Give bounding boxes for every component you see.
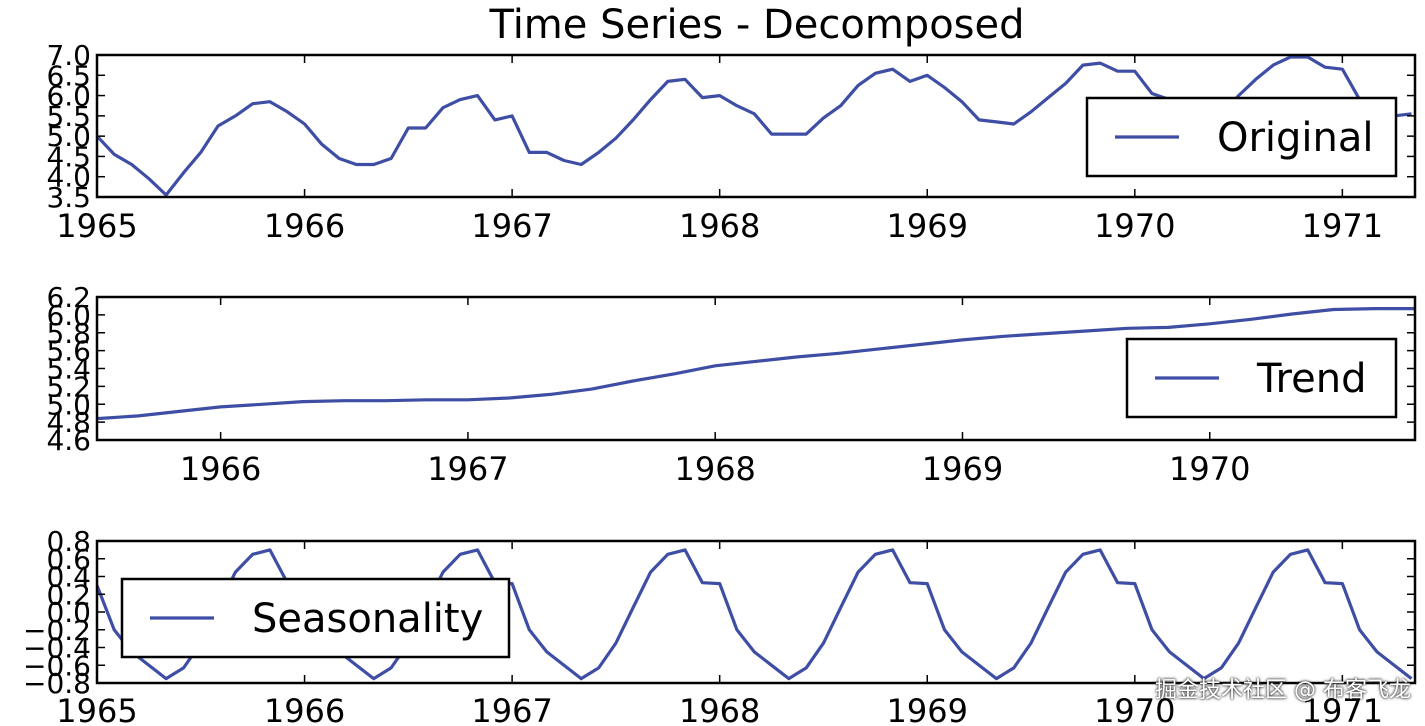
x-tick-label: 1970 xyxy=(1094,692,1175,726)
legend-label: Seasonality xyxy=(252,596,483,642)
x-tick-label: 1971 xyxy=(1302,692,1383,726)
y-tick-label: 5.0 xyxy=(46,120,91,153)
x-tick-label: 1967 xyxy=(427,450,508,488)
y-tick-label: 5.8 xyxy=(46,317,91,350)
y-tick-label: 5.6 xyxy=(46,335,91,368)
y-tick-label: −0.4 xyxy=(23,632,91,665)
y-tick-label: 6.5 xyxy=(46,59,91,92)
y-tick-label: 7.0 xyxy=(46,39,91,72)
y-tick-label: −0.6 xyxy=(23,649,91,682)
x-tick-label: 1967 xyxy=(471,692,552,726)
y-tick-label: 6.0 xyxy=(46,80,91,113)
x-tick-label: 1965 xyxy=(56,207,137,245)
x-tick-label: 1969 xyxy=(887,207,968,245)
plot-frame xyxy=(95,295,1417,442)
y-tick-label: 5.2 xyxy=(46,370,91,403)
y-tick-label: 5.4 xyxy=(46,353,91,386)
y-tick-label: 4.0 xyxy=(46,161,91,194)
x-tick-label: 1967 xyxy=(471,207,552,245)
x-tick-label: 1965 xyxy=(56,692,137,726)
x-tick-label: 1970 xyxy=(1169,450,1250,488)
x-tick-label: 1968 xyxy=(674,450,755,488)
x-tick-label: 1966 xyxy=(264,207,345,245)
subplot-1: 1965 1966 1967 1968 1969 1970 1971 3.54.04.55.0… xyxy=(46,39,1417,245)
x-tick-label: 1966 xyxy=(264,692,345,726)
legend-label: Original xyxy=(1217,115,1374,161)
series-line-trend xyxy=(97,307,1415,421)
y-tick-label: 0.8 xyxy=(46,525,91,558)
legend-label: Trend xyxy=(1256,356,1366,402)
subplot-3: 1965 1966 1967 1968 1969 1970 1971 −0.8−0.6−0.4… xyxy=(23,525,1417,726)
subplot-2: 1966 1967 1968 1969 1970 4.64.85.05.25.45.65.… xyxy=(46,281,1417,488)
y-tick-label: 4.8 xyxy=(46,406,91,439)
y-tick-label: 0.2 xyxy=(46,578,91,611)
y-tick-label: 4.6 xyxy=(46,424,91,457)
x-tick-label: 1971 xyxy=(1302,207,1383,245)
y-tick-label: −0.8 xyxy=(23,667,91,700)
x-tick-label: 1968 xyxy=(679,207,760,245)
legend: Trend xyxy=(1125,337,1398,419)
watermark: 掘金技术社区 @ 布客飞龙 xyxy=(1155,678,1411,703)
y-tick-label: 0.6 xyxy=(46,543,91,576)
x-tick-label: 1969 xyxy=(922,450,1003,488)
x-tick-label: 1966 xyxy=(180,450,261,488)
y-tick-label: 0.4 xyxy=(46,561,91,594)
y-tick-label: 5.0 xyxy=(46,388,91,421)
y-tick-label: 6.0 xyxy=(46,299,91,332)
figure-title: Time Series - Decomposed xyxy=(488,2,1024,48)
y-tick-label: 3.5 xyxy=(46,181,91,214)
y-tick-label: 0.0 xyxy=(46,596,91,629)
y-tick-label: 6.2 xyxy=(46,281,91,314)
x-tick-label: 1970 xyxy=(1094,207,1175,245)
x-tick-label: 1969 xyxy=(887,692,968,726)
y-tick-label: −0.2 xyxy=(23,614,91,647)
plot-frame xyxy=(95,53,1417,199)
x-tick-label: 1968 xyxy=(679,692,760,726)
y-tick-label: 5.5 xyxy=(46,100,91,133)
legend: Original xyxy=(1085,96,1398,178)
legend-box xyxy=(1125,337,1398,419)
plot-frame xyxy=(95,539,1417,685)
legend: Seasonality xyxy=(120,577,511,659)
y-tick-label: 4.5 xyxy=(46,140,91,173)
